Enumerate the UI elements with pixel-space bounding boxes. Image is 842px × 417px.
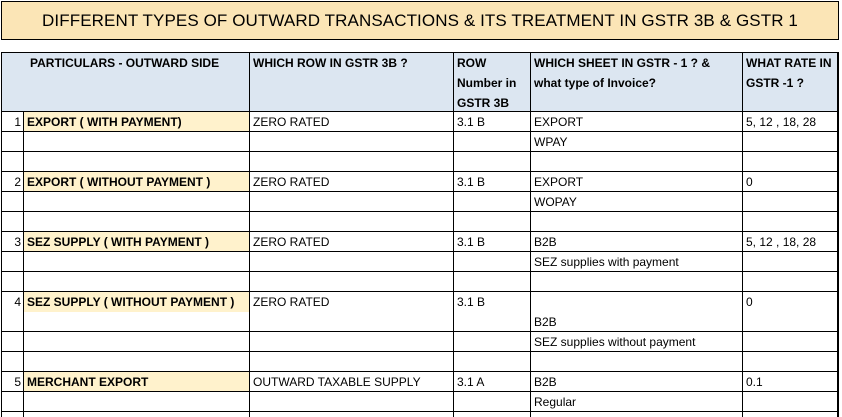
- header-sheet-line1: WHICH SHEET IN GSTR - 1 ? &: [534, 56, 711, 70]
- rate-text: 0.1: [746, 375, 763, 389]
- invoice-type: WPAY: [534, 135, 568, 149]
- sheet-name: EXPORT: [534, 115, 584, 129]
- rownum-text: 3.1 B: [457, 115, 486, 129]
- cell-num[interactable]: 5: [2, 372, 24, 417]
- sheet-name: B2B: [534, 315, 557, 329]
- row-divider: [2, 391, 838, 392]
- cell-particular[interactable]: EXPORT ( WITH PAYMENT): [24, 112, 250, 172]
- cell-sheet[interactable]: EXPORT WOPAY: [531, 172, 743, 232]
- cell-num[interactable]: 4: [2, 292, 24, 372]
- row-divider: [2, 211, 838, 212]
- header-rate-line1: WHAT RATE IN: [746, 56, 832, 70]
- header-rate[interactable]: WHAT RATE IN GSTR -1 ?: [743, 53, 838, 112]
- header-row-3b[interactable]: WHICH ROW IN GSTR 3B ?: [250, 53, 454, 112]
- sheet-name: B2B: [534, 375, 557, 389]
- num-text: 2: [14, 175, 21, 189]
- sheet-name: B2B: [534, 235, 557, 249]
- header-rate-line2: GSTR -1 ?: [746, 76, 805, 90]
- cell-particular[interactable]: EXPORT ( WITHOUT PAYMENT ): [24, 172, 250, 232]
- num-text: 3: [14, 235, 21, 249]
- cell-sheet[interactable]: B2B SEZ supplies without payment: [531, 292, 743, 372]
- rownum-text: 3.1 B: [457, 235, 486, 249]
- cell-particular[interactable]: SEZ SUPPLY ( WITH PAYMENT ): [24, 232, 250, 292]
- invoice-type: SEZ supplies with payment: [534, 255, 679, 269]
- cell-num[interactable]: 3: [2, 232, 24, 292]
- rate-text: 0: [746, 175, 753, 189]
- row-divider: [2, 291, 838, 292]
- blank-cell: [531, 272, 742, 292]
- blank-cell: [531, 212, 742, 232]
- sheet-title: DIFFERENT TYPES OF OUTWARD TRANSACTIONS …: [1, 1, 839, 40]
- row-divider: [2, 251, 838, 252]
- cell-rate[interactable]: 5, 12 , 18, 28: [743, 112, 838, 172]
- blank-cell: [531, 152, 742, 172]
- cell-sheet[interactable]: B2B Regular: [531, 372, 743, 417]
- cell-rate[interactable]: 0: [743, 172, 838, 232]
- particular-text: EXPORT ( WITH PAYMENT): [24, 112, 249, 132]
- header-sheet[interactable]: WHICH SHEET IN GSTR - 1 ? & what type of…: [531, 53, 743, 112]
- rate-text: 5, 12 , 18, 28: [746, 115, 817, 129]
- row3b-text: ZERO RATED: [253, 235, 330, 249]
- gst-table: PARTICULARS - OUTWARD SIDE WHICH ROW IN …: [1, 52, 839, 417]
- num-text: 1: [14, 115, 21, 129]
- row-divider: [2, 191, 838, 192]
- cell-num[interactable]: 2: [2, 172, 24, 232]
- num-text: 4: [14, 295, 21, 309]
- row-divider: [2, 271, 838, 272]
- sheet-name: EXPORT: [534, 175, 584, 189]
- rownum-text: 3.1 B: [457, 295, 486, 309]
- row-divider: [2, 231, 838, 232]
- blank-cell: [531, 352, 742, 372]
- header-particulars[interactable]: PARTICULARS - OUTWARD SIDE: [2, 53, 250, 112]
- cell-rownum[interactable]: 3.1 B: [454, 292, 531, 372]
- header-row-number-line1: ROW: [457, 56, 487, 70]
- particular-text: MERCHANT EXPORT: [24, 372, 249, 392]
- invoice-type: SEZ supplies without payment: [534, 335, 696, 349]
- row3b-text: ZERO RATED: [253, 115, 330, 129]
- cell-rate[interactable]: 0.1: [743, 372, 838, 417]
- cell-num[interactable]: 1: [2, 112, 24, 172]
- rate-text: 0: [746, 295, 753, 309]
- row-divider: [2, 131, 838, 132]
- cell-rate[interactable]: 0: [743, 292, 838, 372]
- cell-rownum[interactable]: 3.1 B: [454, 112, 531, 172]
- row3b-text: ZERO RATED: [253, 295, 330, 309]
- cell-row3b[interactable]: ZERO RATED: [250, 292, 454, 372]
- rownum-text: 3.1 A: [457, 375, 485, 389]
- header-row-number-line3: GSTR 3B: [457, 96, 510, 110]
- num-text: 5: [14, 375, 21, 389]
- header-row-number[interactable]: ROW Number in GSTR 3B: [454, 53, 531, 112]
- particular-text: EXPORT ( WITHOUT PAYMENT ): [24, 172, 249, 192]
- row3b-text: ZERO RATED: [253, 175, 330, 189]
- invoice-type: Regular: [534, 395, 577, 409]
- row-divider: [2, 351, 838, 352]
- cell-sheet[interactable]: B2B SEZ supplies with payment: [531, 232, 743, 292]
- rate-text: 5, 12 , 18, 28: [746, 235, 817, 249]
- cell-sheet[interactable]: EXPORT WPAY: [531, 112, 743, 172]
- cell-row3b[interactable]: ZERO RATED: [250, 172, 454, 232]
- cell-rownum[interactable]: 3.1 A: [454, 372, 531, 417]
- row-divider: [2, 171, 838, 172]
- header-sheet-line2: what type of Invoice?: [534, 76, 657, 90]
- cell-row3b[interactable]: ZERO RATED: [250, 232, 454, 292]
- header-row-number-line2: Number in: [457, 76, 517, 90]
- row-divider: [2, 151, 838, 152]
- particular-text: SEZ SUPPLY ( WITH PAYMENT ): [24, 232, 249, 252]
- cell-rownum[interactable]: 3.1 B: [454, 172, 531, 232]
- cell-particular[interactable]: MERCHANT EXPORT: [24, 372, 250, 417]
- cell-row3b[interactable]: OUTWARD TAXABLE SUPPLY: [250, 372, 454, 417]
- rownum-text: 3.1 B: [457, 175, 486, 189]
- cell-particular[interactable]: SEZ SUPPLY ( WITHOUT PAYMENT ): [24, 292, 250, 372]
- row-divider: [2, 411, 838, 412]
- particular-text: SEZ SUPPLY ( WITHOUT PAYMENT ): [24, 292, 249, 312]
- cell-rownum[interactable]: 3.1 B: [454, 232, 531, 292]
- cell-row3b[interactable]: ZERO RATED: [250, 112, 454, 172]
- invoice-type: WOPAY: [534, 195, 577, 209]
- cell-rate[interactable]: 5, 12 , 18, 28: [743, 232, 838, 292]
- row-divider: [2, 371, 838, 372]
- row3b-text: OUTWARD TAXABLE SUPPLY: [253, 375, 421, 389]
- blank-cell: [531, 412, 742, 417]
- row-divider: [2, 331, 838, 332]
